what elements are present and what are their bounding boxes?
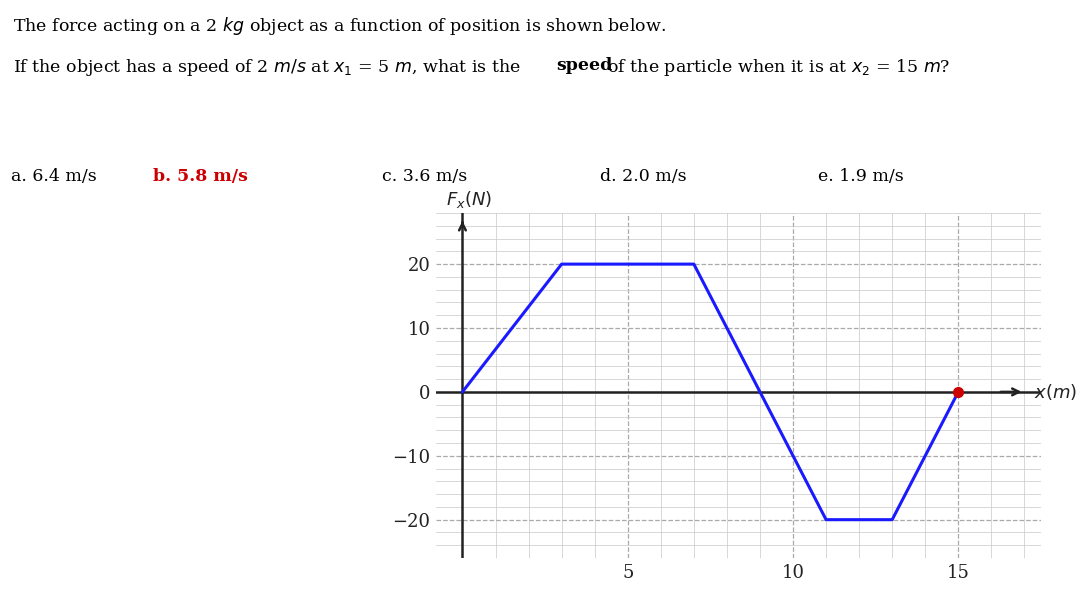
- Text: of the particle when it is at $x_2$ = 15 $m$?: of the particle when it is at $x_2$ = 15…: [602, 57, 950, 78]
- Text: speed: speed: [556, 57, 613, 74]
- Text: d. 2.0 m/s: d. 2.0 m/s: [600, 168, 686, 185]
- Text: If the object has a speed of 2 $m/s$ at $x_1$ = 5 $m$, what is the: If the object has a speed of 2 $m/s$ at …: [13, 57, 522, 78]
- Text: $F_x(N)$: $F_x(N)$: [446, 189, 493, 210]
- Text: The force acting on a 2 $kg$ object as a function of position is shown below.: The force acting on a 2 $kg$ object as a…: [13, 15, 666, 37]
- Text: b. 5.8 m/s: b. 5.8 m/s: [153, 168, 247, 185]
- Text: c. 3.6 m/s: c. 3.6 m/s: [382, 168, 467, 185]
- Text: a. 6.4 m/s: a. 6.4 m/s: [11, 168, 97, 185]
- Text: e. 1.9 m/s: e. 1.9 m/s: [818, 168, 904, 185]
- Text: $x(m)$: $x(m)$: [1034, 382, 1078, 402]
